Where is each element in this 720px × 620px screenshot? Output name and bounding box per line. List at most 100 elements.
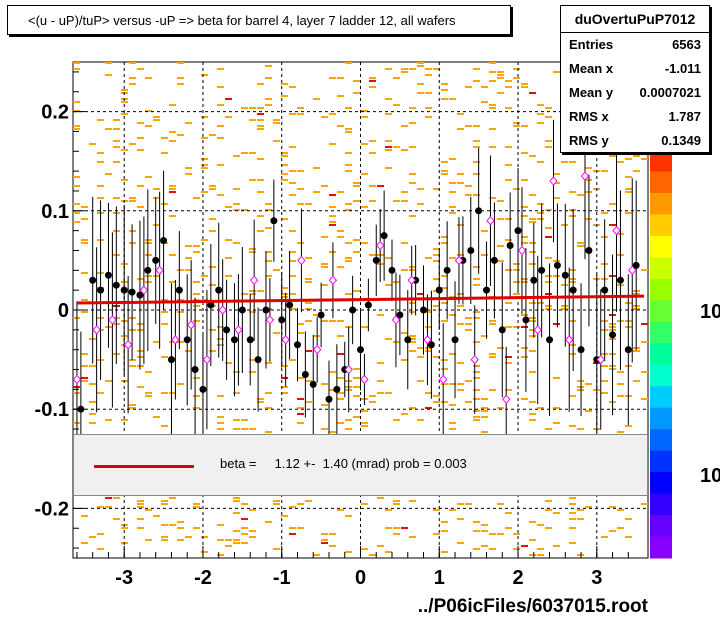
histogram-bin: [249, 290, 256, 292]
data-point: [270, 217, 278, 225]
data-point-open: [328, 275, 338, 285]
histogram-bin: [233, 428, 240, 430]
histogram-bin: [273, 119, 280, 121]
histogram-bin: [617, 161, 624, 163]
histogram-bin: [185, 536, 192, 538]
histogram-bin: [265, 65, 272, 67]
histogram-bin: [81, 542, 88, 544]
histogram-bin: [345, 62, 352, 64]
histogram-bin: [113, 161, 120, 163]
histogram-bin: [529, 317, 536, 319]
stats-value: 0.1349: [661, 133, 701, 148]
data-point: [435, 286, 443, 294]
histogram-bin: [177, 299, 184, 301]
histogram-bin: [209, 188, 216, 190]
histogram-bin: [113, 518, 120, 520]
stats-value: 0.0007021: [639, 85, 701, 100]
histogram-bin: [441, 368, 448, 370]
histogram-bin: [233, 188, 240, 190]
histogram-bin: [569, 191, 576, 193]
histogram-bin: [513, 269, 520, 271]
histogram-bin: [409, 182, 416, 184]
histogram-bin: [497, 407, 504, 409]
histogram-bin: [81, 239, 88, 241]
histogram-bin: [281, 218, 288, 220]
histogram-bin: [545, 275, 552, 277]
histogram-bin: [137, 350, 144, 352]
histogram-bin: [457, 173, 464, 175]
histogram-bin: [497, 245, 504, 247]
data-point-open: [391, 315, 401, 325]
histogram-bin: [137, 329, 144, 331]
histogram-bin: [321, 542, 328, 544]
histogram-bin: [545, 293, 552, 295]
z-scale-label: 10: [700, 465, 720, 487]
palette-swatch: [650, 386, 672, 409]
data-point-open: [470, 354, 479, 365]
histogram-bin: [441, 320, 448, 322]
histogram-bin: [233, 242, 240, 244]
histogram-bin: [345, 164, 352, 166]
histogram-bin: [617, 509, 624, 511]
histogram-bin: [265, 431, 272, 433]
histogram-bin: [441, 401, 448, 403]
histogram-bin: [433, 533, 440, 535]
histogram-bin: [161, 311, 168, 313]
histogram-bin: [361, 116, 368, 118]
data-point-open: [533, 325, 542, 335]
histogram-bin: [529, 92, 536, 94]
histogram-bin: [297, 113, 304, 115]
histogram-bin: [521, 179, 528, 181]
histogram-bin: [201, 167, 208, 169]
histogram-bin: [281, 179, 288, 181]
histogram-bin: [225, 239, 232, 241]
histogram-bin: [305, 380, 312, 382]
histogram-bin: [297, 242, 304, 244]
histogram-bin: [433, 68, 440, 70]
histogram-bin: [369, 401, 376, 403]
histogram-bin: [113, 497, 120, 499]
histogram-bin: [425, 311, 432, 313]
histogram-bin: [481, 254, 488, 256]
histogram-bin: [633, 380, 640, 382]
histogram-bin: [465, 329, 472, 331]
histogram-bin: [345, 170, 352, 172]
histogram-bin: [473, 140, 480, 142]
stats-title: duOvertuPuP7012: [561, 6, 709, 33]
histogram-bin: [337, 398, 344, 400]
histogram-bin: [329, 545, 336, 547]
histogram-bin: [257, 401, 264, 403]
histogram-bin: [289, 506, 296, 508]
histogram-bin: [145, 392, 152, 394]
histogram-bin: [425, 92, 432, 94]
histogram-bin: [121, 179, 128, 181]
histogram-bin: [577, 389, 584, 391]
histogram-bin: [641, 398, 648, 400]
histogram-bin: [529, 521, 536, 523]
histogram-bin: [465, 380, 472, 382]
histogram-bin: [121, 101, 128, 103]
histogram-bin: [233, 542, 240, 544]
histogram-bin: [249, 251, 256, 253]
histogram-bin: [625, 191, 632, 193]
histogram-bin: [601, 365, 608, 367]
histogram-bin: [81, 218, 88, 220]
histogram-bin: [273, 548, 280, 550]
histogram-bin: [449, 206, 456, 208]
histogram-bin: [249, 371, 256, 373]
histogram-bin: [361, 143, 368, 145]
data-point: [380, 232, 388, 240]
histogram-bin: [513, 122, 520, 124]
histogram-bin: [449, 191, 456, 193]
histogram-bin: [177, 527, 184, 529]
histogram-bin: [569, 542, 576, 544]
palette-swatch: [650, 343, 672, 366]
histogram-bin: [129, 365, 136, 367]
histogram-bin: [409, 173, 416, 175]
histogram-bin: [193, 527, 200, 529]
histogram-bin: [161, 323, 168, 325]
histogram-bin: [489, 533, 496, 535]
histogram-bin: [369, 140, 376, 142]
histogram-bin: [449, 314, 456, 316]
histogram-bin: [257, 158, 264, 160]
